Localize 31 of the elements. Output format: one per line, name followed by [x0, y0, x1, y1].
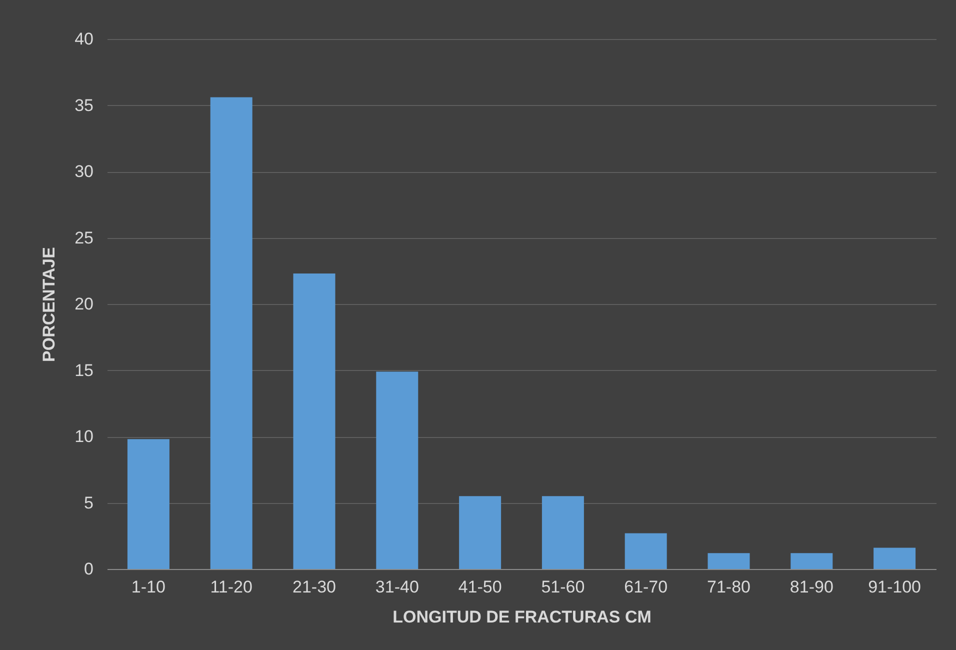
x-tick-label: 61-70	[624, 578, 668, 596]
bar	[127, 439, 170, 569]
bar	[624, 533, 667, 569]
y-tick-label: 30	[74, 162, 94, 181]
y-tick-label: 0	[84, 560, 94, 578]
y-tick-label: 15	[74, 360, 94, 380]
x-tick-label: 81-90	[790, 578, 834, 596]
y-tick-label: 25	[74, 228, 94, 248]
y-tick-label: 40	[74, 30, 94, 48]
bar	[708, 553, 750, 569]
bar	[790, 553, 833, 569]
x-tick-label: 1-10	[131, 578, 166, 596]
y-tick-label: 10	[74, 427, 94, 446]
x-tick-label: 51-60	[541, 578, 585, 596]
bar	[293, 274, 336, 569]
x-tick-label: 21-30	[292, 578, 336, 596]
x-tick-label: 91-100	[868, 578, 922, 596]
bar	[376, 372, 418, 569]
x-tick-label: 41-50	[458, 578, 502, 596]
x-tick-label: 31-40	[375, 578, 419, 596]
bar	[459, 496, 502, 569]
bar	[542, 496, 584, 569]
y-tick-label: 35	[74, 96, 94, 115]
bar	[210, 97, 252, 569]
bar	[874, 548, 916, 569]
y-tick-label: 5	[84, 493, 94, 512]
x-tick-label: 11-20	[210, 578, 252, 596]
y-tick-label: 20	[74, 294, 94, 314]
x-axis-title: LONGITUD DE FRACTURAS CM	[392, 608, 652, 626]
y-axis-title: PORCENTAJE	[40, 247, 59, 362]
x-tick-label: 71-80	[707, 578, 750, 596]
